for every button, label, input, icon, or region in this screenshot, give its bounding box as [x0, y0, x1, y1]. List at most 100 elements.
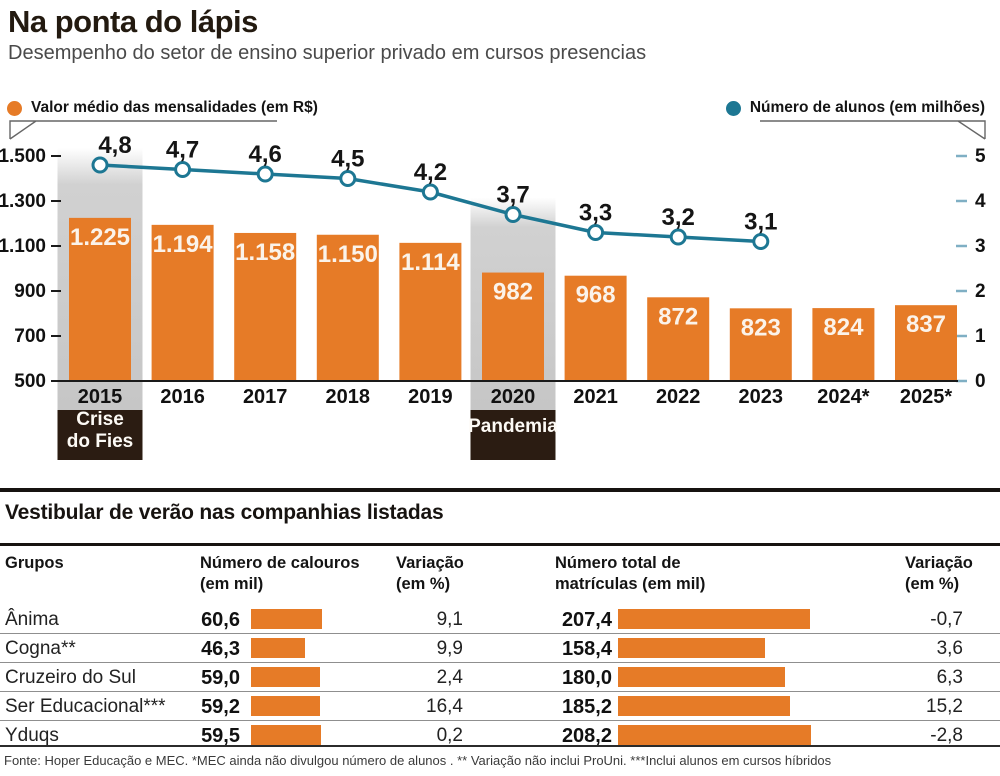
table-header: Grupos Número de calouros (em mil) Variação… — [0, 553, 1000, 605]
calouros-bar — [251, 696, 321, 716]
group-name: Cogna** — [5, 638, 76, 659]
calouros-variation: 16,4 — [426, 696, 463, 717]
bar-value-label: 1.225 — [70, 224, 130, 251]
right-axis-tick-label: 5 — [975, 146, 986, 167]
mensalidades-alunos-chart: 1.500 1.300 1.100 900 700 500 5 4 3 2 1 0 1.225 1.19… — [0, 120, 986, 460]
matriculas-variation: 6,3 — [936, 667, 963, 688]
table-row-Ser Educacional***: Ser Educacional*** 59,2 16,4 185,2 15,2 — [0, 692, 1000, 721]
calouros-value: 60,6 — [201, 609, 240, 631]
section-rule-top — [0, 488, 1000, 492]
matriculas-bar — [618, 609, 811, 629]
calouros-bar — [251, 725, 321, 745]
right-axis-tick-label: 2 — [975, 281, 986, 302]
year-label-2019: 2019 — [408, 386, 453, 408]
bar-series: 1.225 1.194 1.158 1.150 1.114 982 968 872 823 824… — [69, 217, 957, 381]
bar-2023 — [729, 308, 792, 381]
bar-value-label: 823 — [741, 314, 781, 341]
calouros-value: 59,5 — [201, 725, 240, 747]
line-point-2015 — [91, 156, 109, 174]
calouros-variation: 2,4 — [436, 667, 463, 688]
section-rule-under-title — [0, 543, 1000, 546]
calouros-variation: 9,1 — [436, 609, 463, 630]
left-axis-tick-label: 1.100 — [0, 236, 46, 257]
right-axis-tick-label: 3 — [975, 236, 986, 257]
group-name: Cruzeiro do Sul — [5, 667, 136, 688]
year-labels: 2015 2016 2017 2018 2019 2020 2021 2022 2023 2024… — [78, 386, 953, 408]
year-label-2021: 2021 — [573, 386, 618, 408]
left-axis-tick-label: 500 — [14, 371, 46, 392]
matriculas-bar — [618, 696, 790, 716]
page-title: Na ponta do lápis — [8, 4, 258, 39]
table-row-Cogna**: Cogna** 46,3 9,9 158,4 3,6 — [0, 634, 1000, 663]
bar-2019 — [399, 242, 462, 381]
line-point-2022 — [669, 228, 687, 246]
column-header-1: Número de calouros (em mil) — [200, 554, 360, 593]
calouros-bar — [251, 638, 306, 658]
line-point-2019 — [421, 183, 439, 201]
bar-value-label: 872 — [658, 303, 698, 330]
matriculas-variation: 3,6 — [936, 638, 963, 659]
table-row-Ânima: Ânima 60,6 9,1 207,4 -0,7 — [0, 605, 1000, 634]
bar-value-label: 1.158 — [235, 239, 295, 266]
source-note: Fonte: Hoper Educação e MEC. *MEC ainda … — [4, 753, 832, 768]
matriculas-bar — [618, 638, 765, 658]
left-axis-tick-label: 900 — [14, 281, 46, 302]
line-value-label: 3,3 — [579, 200, 612, 227]
line-point-2018 — [339, 170, 357, 187]
line-value-label: 4,5 — [331, 146, 364, 173]
matriculas-variation: 15,2 — [926, 696, 963, 717]
table-bottom-rule — [0, 745, 1000, 747]
bar-value-label: 1.150 — [318, 241, 378, 268]
calouros-value: 59,0 — [201, 667, 240, 689]
calouros-bar — [251, 609, 322, 629]
group-name: Ser Educacional*** — [5, 696, 166, 717]
line-value-label: 4,8 — [98, 132, 131, 159]
calouros-value: 59,2 — [201, 696, 240, 718]
year-label-2022: 2022 — [656, 386, 701, 408]
legend-alunos-label: Número de alunos (em milhões) — [749, 99, 985, 116]
line-value-label: 4,2 — [414, 159, 447, 186]
bar-value-label: 824 — [823, 314, 864, 341]
annotation-box-2020 — [470, 410, 556, 460]
bar-value-label: 982 — [493, 279, 533, 306]
legend-mensalidades-label: Valor médio das mensalidades (em R$) — [31, 99, 318, 116]
group-name: Ânima — [5, 609, 59, 630]
annotation-label: Crise — [76, 409, 124, 430]
line-value-label: 4,7 — [166, 137, 199, 164]
left-axis-tick-label: 1.500 — [0, 146, 46, 167]
right-axis-tick-label: 1 — [975, 326, 986, 347]
year-label-2020: 2020 — [491, 386, 536, 408]
line-value-label: 4,6 — [249, 141, 282, 168]
bar-value-label: 1.194 — [153, 231, 214, 258]
line-point-2017 — [256, 165, 274, 183]
bar-2021 — [564, 275, 627, 381]
line-point-2021 — [587, 224, 605, 241]
orange-dot-icon — [7, 100, 22, 116]
page-subtitle: Desempenho do setor de ensino superior p… — [8, 42, 647, 64]
year-label-2023: 2023 — [739, 386, 784, 408]
year-label-2025*: 2025* — [900, 386, 952, 408]
column-header-3: Número total de matrículas (em mil) — [555, 554, 706, 593]
line-point-2016 — [174, 161, 192, 178]
line-point-2020 — [504, 206, 522, 223]
legend-pointer-lines — [9, 120, 986, 140]
legend-pointer-left — [9, 120, 277, 140]
bar-2020 — [482, 272, 544, 381]
legend-pointer-right — [760, 120, 986, 140]
matriculas-value: 185,2 — [561, 696, 612, 718]
group-name: Yduqs — [5, 725, 59, 746]
line-value-label: 3,1 — [744, 209, 777, 236]
year-label-2015: 2015 — [78, 386, 123, 408]
right-axis-tick-label: 4 — [975, 191, 986, 212]
table-row-Yduqs: Yduqs 59,5 0,2 208,2 -2,8 — [0, 721, 1000, 749]
calouros-value: 46,3 — [201, 638, 240, 660]
matriculas-variation: -2,8 — [930, 725, 963, 746]
table-row-Cruzeiro do Sul: Cruzeiro do Sul 59,0 2,4 180,0 6,3 — [0, 663, 1000, 692]
bar-2024* — [812, 308, 875, 381]
right-axis-tick-label: 0 — [975, 371, 986, 392]
bar-value-label: 837 — [906, 311, 946, 338]
line-value-label: 3,2 — [662, 204, 695, 231]
matriculas-value: 158,4 — [561, 638, 612, 660]
year-label-2024*: 2024* — [817, 386, 869, 408]
